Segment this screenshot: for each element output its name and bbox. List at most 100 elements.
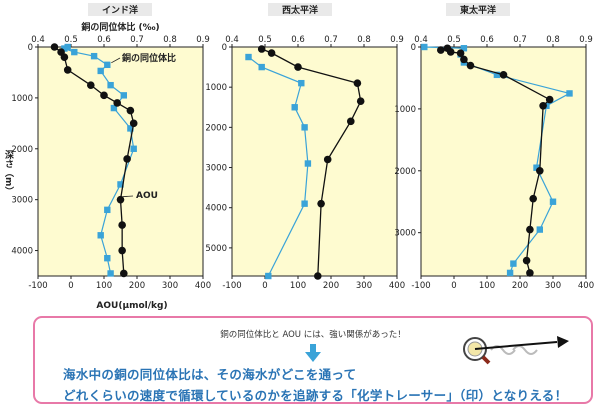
aou-point — [356, 97, 365, 106]
isotope-point — [110, 104, 118, 112]
depth-tick-label: 1000 — [11, 94, 33, 104]
isotope-point — [107, 81, 114, 89]
aou-point — [437, 46, 445, 54]
aou-point — [536, 166, 544, 175]
bottom-tick-label: -100 — [222, 281, 241, 291]
aou-point — [100, 91, 108, 100]
aou-point — [323, 155, 332, 164]
top-tick-label: 0.9 — [579, 35, 593, 45]
aou-point — [460, 55, 468, 64]
depth-tick-label: 5000 — [205, 244, 227, 254]
bottom-tick-label: -100 — [411, 281, 430, 291]
panel-title-tab — [88, 3, 152, 16]
depth-tick-label: 1000 — [205, 83, 227, 93]
isotope-point — [120, 92, 127, 99]
aou-point — [60, 53, 69, 61]
top-tick-label: 0.8 — [357, 35, 371, 45]
isotope-point — [61, 45, 68, 52]
aou-point — [63, 66, 72, 74]
depth-tick-label: 4000 — [11, 247, 33, 257]
aou-point — [116, 195, 125, 204]
aou-point — [545, 95, 554, 104]
conclusion-line-1: 海水中の銅の同位体比は、その海水がどこを通って — [63, 367, 357, 382]
panel-title-tab — [446, 3, 510, 16]
isotope-point — [304, 160, 312, 167]
isotope-point — [510, 260, 517, 267]
isotope-point — [90, 52, 98, 60]
isotope-point — [506, 269, 514, 277]
isotope-point — [549, 198, 557, 205]
depth-axis-label: 深さ（m） — [3, 149, 15, 195]
isotope-point — [104, 61, 111, 69]
aou-point — [129, 119, 138, 128]
aou-point — [123, 155, 131, 163]
aou-point — [118, 221, 126, 229]
top-axis-label: 銅の同位体比 (‰) — [81, 21, 159, 33]
depth-tick-label: 1000 — [394, 105, 416, 115]
top-tick-label: 0.7 — [324, 35, 338, 45]
bottom-axis-label: AOU(μmol/kg) — [96, 301, 167, 311]
depth-tick-label: 2000 — [205, 123, 227, 133]
isotope-point — [245, 53, 252, 61]
aou-point — [314, 272, 322, 280]
isotope-point — [421, 43, 428, 51]
top-tick-label: 0.5 — [258, 35, 272, 45]
aou-point — [267, 49, 276, 57]
isotope-point — [104, 254, 111, 262]
top-tick-label: 0.5 — [447, 35, 461, 45]
panel-title: 東太平洋 — [460, 4, 496, 16]
aou-point — [526, 269, 534, 277]
isotope-point — [117, 181, 124, 188]
top-tick-label: 0.4 — [31, 35, 45, 45]
isotope-point — [301, 200, 308, 207]
isotope-annotation: 銅の同位体比 — [122, 52, 176, 64]
top-tick-label: 0.8 — [546, 35, 560, 45]
bottom-tick-label: 0 — [262, 281, 267, 291]
isotope-point — [493, 71, 501, 79]
bottom-tick-label: 400 — [578, 281, 594, 291]
top-tick-label: 0.6 — [291, 35, 305, 45]
top-tick-label: 0.7 — [130, 35, 144, 45]
depth-tick-label: 0 — [222, 43, 227, 53]
isotope-point — [301, 124, 308, 131]
isotope-point — [291, 104, 298, 111]
depth-tick-label: 3000 — [394, 229, 416, 239]
aou-point — [526, 225, 534, 234]
isotope-point — [97, 232, 104, 239]
top-tick-label: 0.5 — [64, 35, 78, 45]
aou-point — [353, 79, 362, 87]
aou-point — [499, 71, 508, 79]
top-tick-label: 0.4 — [225, 35, 239, 45]
bottom-tick-label: 400 — [389, 281, 405, 291]
aou-point — [113, 99, 121, 107]
bottom-tick-label: 100 — [290, 281, 306, 291]
isotope-point — [258, 63, 265, 71]
isotope-point — [97, 67, 104, 75]
panel-title-tab — [268, 3, 332, 16]
plot-area — [231, 46, 398, 277]
isotope-point — [566, 90, 573, 97]
top-tick-label: 0.4 — [414, 35, 428, 45]
bottom-tick-label: 300 — [162, 281, 178, 291]
aou-point — [120, 269, 128, 278]
aou-point — [466, 61, 475, 70]
top-tick-label: 0.9 — [390, 35, 404, 45]
aou-point — [446, 48, 455, 56]
isotope-point — [104, 206, 111, 214]
bottom-tick-label: 200 — [129, 281, 145, 291]
isotope-line — [248, 56, 309, 277]
depth-tick-label: 0 — [411, 43, 416, 53]
bottom-tick-label: 200 — [323, 281, 339, 291]
down-arrow-icon — [305, 344, 321, 362]
conclusion-box: 銅の同位体比と AOU には、強い関係があった！ 海水中の銅の同位体比は、その海… — [33, 316, 593, 404]
aou-annotation: AOU — [136, 191, 158, 201]
depth-tick-label: 2000 — [11, 145, 33, 155]
isotope-point — [265, 272, 272, 280]
bottom-tick-label: 100 — [96, 281, 112, 291]
bottom-tick-label: 0 — [68, 281, 73, 291]
bottom-tick-label: 300 — [356, 281, 372, 291]
top-tick-label: 0.7 — [513, 35, 527, 45]
top-tick-label: 0.6 — [480, 35, 494, 45]
isotope-point — [533, 164, 540, 171]
annotation-leader — [111, 57, 121, 64]
